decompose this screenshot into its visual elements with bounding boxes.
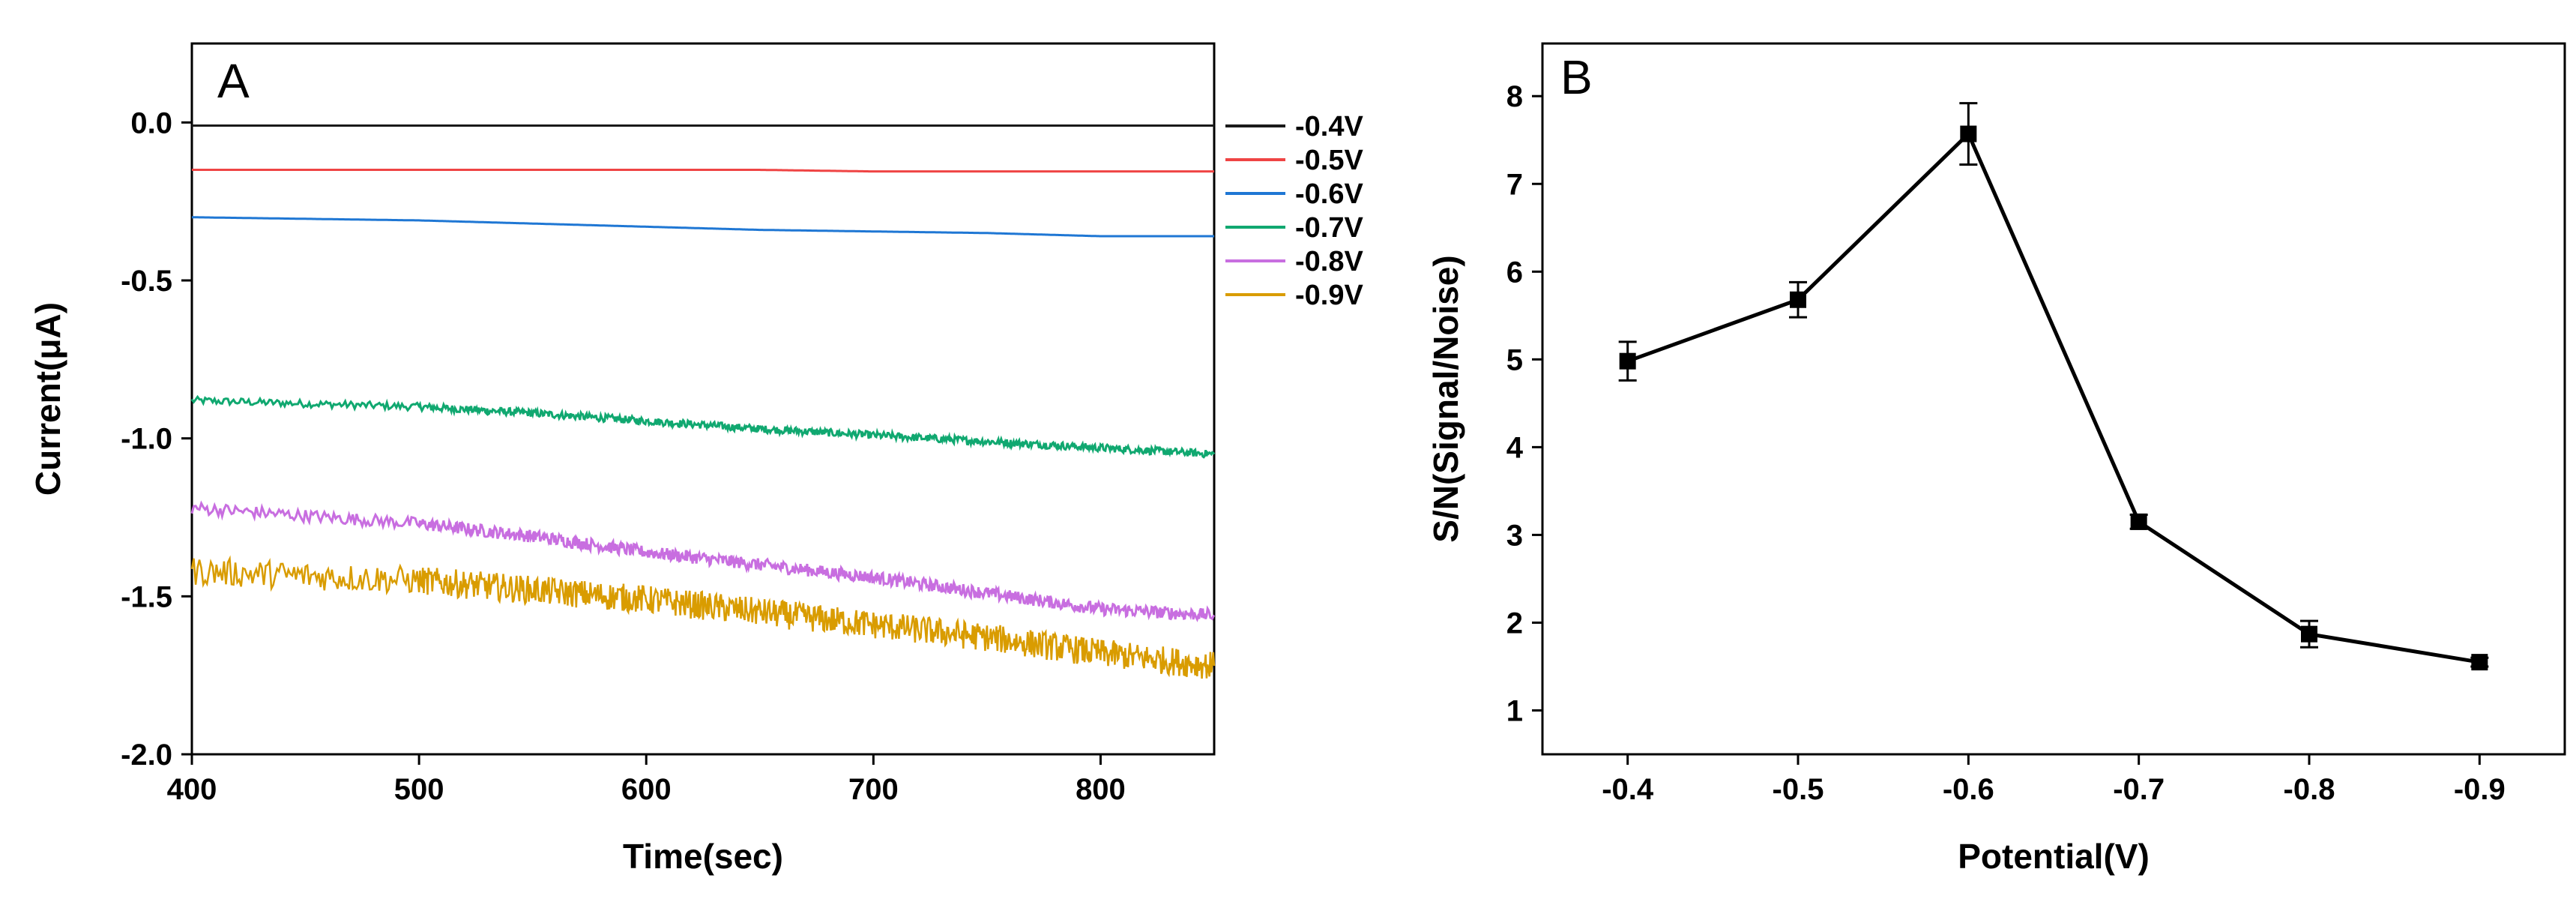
panel-a-x-tick-label: 500 [394,773,444,806]
panel-a-legend-label: -0.6V [1295,178,1363,210]
panel-a-series-line [190,500,1216,622]
panel-a-y-tick-label: -1.0 [121,423,172,456]
panel-a-series-line [190,555,1216,679]
panel-a-y-tick-label: -1.5 [121,580,172,613]
panel-b-y-axis-title: S/N(Signal/Noise) [1426,255,1465,542]
panel-b-y-tick-label: 2 [1506,607,1523,640]
panel-b-x-tick-label: -0.8 [2284,773,2335,806]
panel-b-x-tick-label: -0.9 [2454,773,2506,806]
panel-b-y-tick-label: 3 [1506,519,1523,552]
panel-b-x-tick-label: -0.5 [1773,773,1824,806]
panel-a-y-tick-label: -2.0 [121,739,172,772]
panel-a-series-line [190,394,1216,459]
panel-b-data-point [1619,352,1636,370]
panel-b-x-tick-label: -0.6 [1943,773,1994,806]
panel-b-x-tick-label: -0.7 [2113,773,2165,806]
panel-a-chart: A 400 500 600 700 800 0.0 -0.5 -1.0 -1.5 -2.0 -0… [28,42,1363,876]
panel-b-series [1618,102,2489,671]
panel-a-plot-frame [190,42,1216,756]
panel-b-y-tick-label: 6 [1506,256,1523,289]
panel-a-series-line [192,169,1214,173]
panel-a-legend-label: -0.7V [1295,212,1363,244]
panel-a-legend-label: -0.9V [1295,280,1363,311]
panel-b-x-tick-label: -0.4 [1602,773,1654,806]
panel-b-y-tick-label: 4 [1506,431,1524,464]
panel-b-data-point [1790,291,1806,308]
panel-b-y-tick-label: 7 [1506,168,1523,201]
panel-a-series-lines [190,124,1216,679]
panel-a-y-axis-title: Current(μA) [28,302,67,496]
panel-a-x-tick-label: 700 [848,773,899,806]
panel-b-data-point [2301,625,2317,643]
panel-a-y-tick-label: -0.5 [121,265,172,298]
panel-b-y-tick-label: 1 [1506,694,1523,727]
panel-b-y-ticks: 1 2 3 4 5 6 7 8 [1506,80,1542,727]
panel-a-x-tick-label: 800 [1076,773,1126,806]
panel-a-y-ticks: 0.0 -0.5 -1.0 -1.5 -2.0 [121,106,192,772]
panel-a-x-ticks: 400 500 600 700 800 [167,754,1126,806]
panel-b-data-point [2130,513,2147,530]
panel-a-x-axis-title: Time(sec) [623,837,783,876]
panel-b-chart: B -0.4 -0.5 -0.6 -0.7 -0.8 -0.9 1 2 3 4 5 6 7 8 Pote… [1426,42,2566,876]
panel-a-legend-label: -0.4V [1295,111,1363,142]
panel-b-plot-frame [1541,42,2566,756]
panel-b-y-tick-label: 5 [1506,343,1523,376]
panel-b-x-ticks: -0.4 -0.5 -0.6 -0.7 -0.8 -0.9 [1602,754,2506,806]
panel-b-series-line [1626,130,2480,664]
panel-a-letter: A [217,54,250,108]
panel-a-x-tick-label: 600 [621,773,672,806]
panel-a-legend-label: -0.8V [1295,246,1363,277]
panel-a-x-tick-label: 400 [167,773,217,806]
panel-a-series-line [191,216,1214,238]
panel-b-y-tick-label: 8 [1506,80,1523,113]
panel-a-y-tick-label: 0.0 [130,106,172,139]
panel-b-x-axis-title: Potential(V) [1958,837,2150,876]
panel-a-legend-label: -0.5V [1295,145,1363,176]
panel-b-data-point [1960,125,1977,142]
panel-b-letter: B [1560,50,1593,104]
panel-a-legend: -0.4V-0.5V-0.6V-0.7V-0.8V-0.9V [1225,111,1363,311]
panel-b-data-point [2471,654,2488,671]
